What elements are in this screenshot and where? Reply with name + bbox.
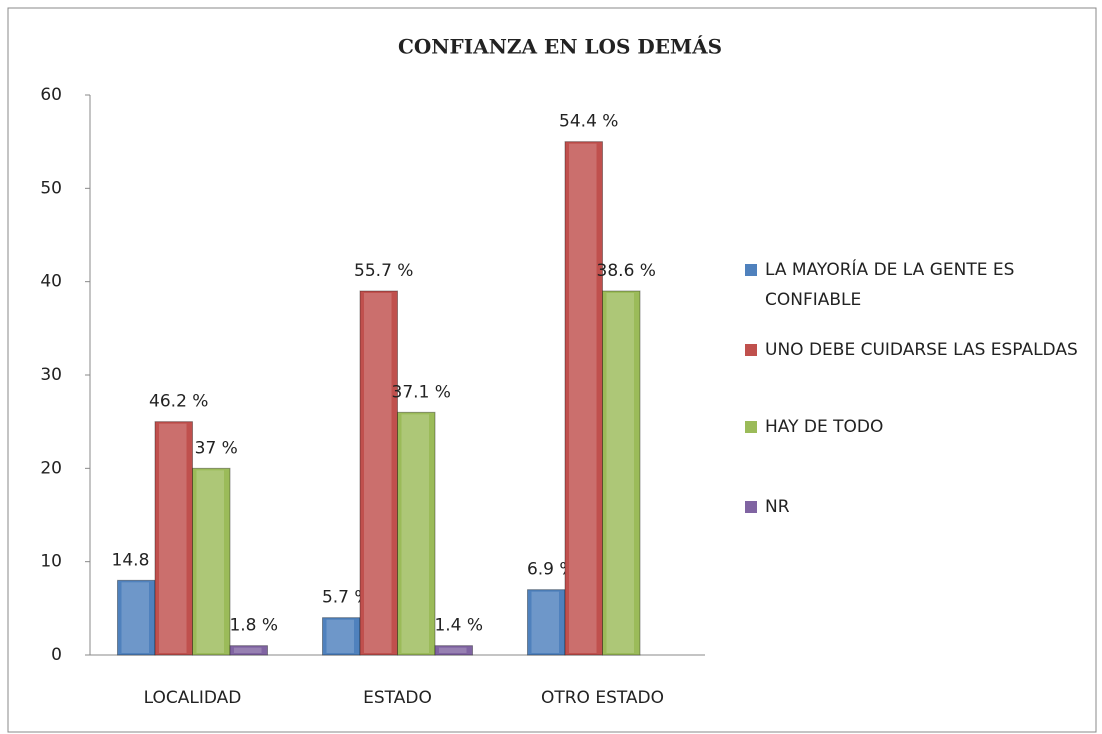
bar-highlight [439,647,467,653]
bar-highlight [121,582,149,653]
data-label: 38.6 % [597,261,656,281]
bar-highlight [326,619,354,653]
x-tick-label: OTRO ESTADO [541,688,664,708]
bar [322,617,361,656]
bar [397,411,436,656]
data-label: 54.4 % [559,112,618,132]
y-tick-label: 60 [40,85,62,105]
data-label: 1.4 % [434,616,483,636]
data-label: 1.8 % [229,616,278,636]
legend-label: LA MAYORÍA DE LA GENTE ES CONFIABLE [765,260,1015,310]
legend-label: HAY DE TODO [765,417,884,437]
y-tick-label: 10 [40,552,62,572]
legend-item: NR [745,492,1102,522]
bar-highlight [531,591,559,653]
legend-swatch [745,501,757,513]
bar [192,467,231,656]
bar-highlight [364,293,392,653]
data-label: 55.7 % [354,261,413,281]
bar [564,141,603,656]
chart-title: CONFIANZA EN LOS DEMÁS [398,35,722,59]
bar-highlight [569,143,597,653]
legend-swatch [745,421,757,433]
data-label: 37 % [195,438,238,458]
bar-highlight [606,293,634,653]
legend-label: NR [765,497,790,517]
y-tick-label: 40 [40,272,62,292]
bar-highlight [401,414,429,653]
legend-swatch [745,264,757,276]
y-tick-label: 20 [40,458,62,478]
data-label: 5.7 % [322,588,371,608]
bar [229,645,268,656]
x-tick-label: LOCALIDAD [144,688,242,708]
y-tick-label: 50 [40,178,62,198]
bar-highlight [234,647,262,653]
bar-highlight [159,423,187,653]
bar [117,579,156,656]
data-label: 6.9 % [527,560,576,580]
y-tick-label: 30 [40,365,62,385]
x-tick-label: ESTADO [363,688,432,708]
legend-item: LA MAYORÍA DE LA GENTE ES CONFIABLE [745,255,1102,315]
legend-item: UNO DEBE CUIDARSE LAS ESPALDAS [745,335,1102,365]
legend-swatch [745,344,757,356]
data-label: 37.1 % [392,382,451,402]
bar [434,645,473,656]
bar [602,290,641,656]
y-tick-label: 0 [51,645,62,665]
legend-label: UNO DEBE CUIDARSE LAS ESPALDAS [765,340,1078,360]
data-label: 46.2 % [149,392,208,412]
bar [359,290,398,656]
legend-item: HAY DE TODO [745,412,1102,442]
bar-highlight [196,470,224,653]
